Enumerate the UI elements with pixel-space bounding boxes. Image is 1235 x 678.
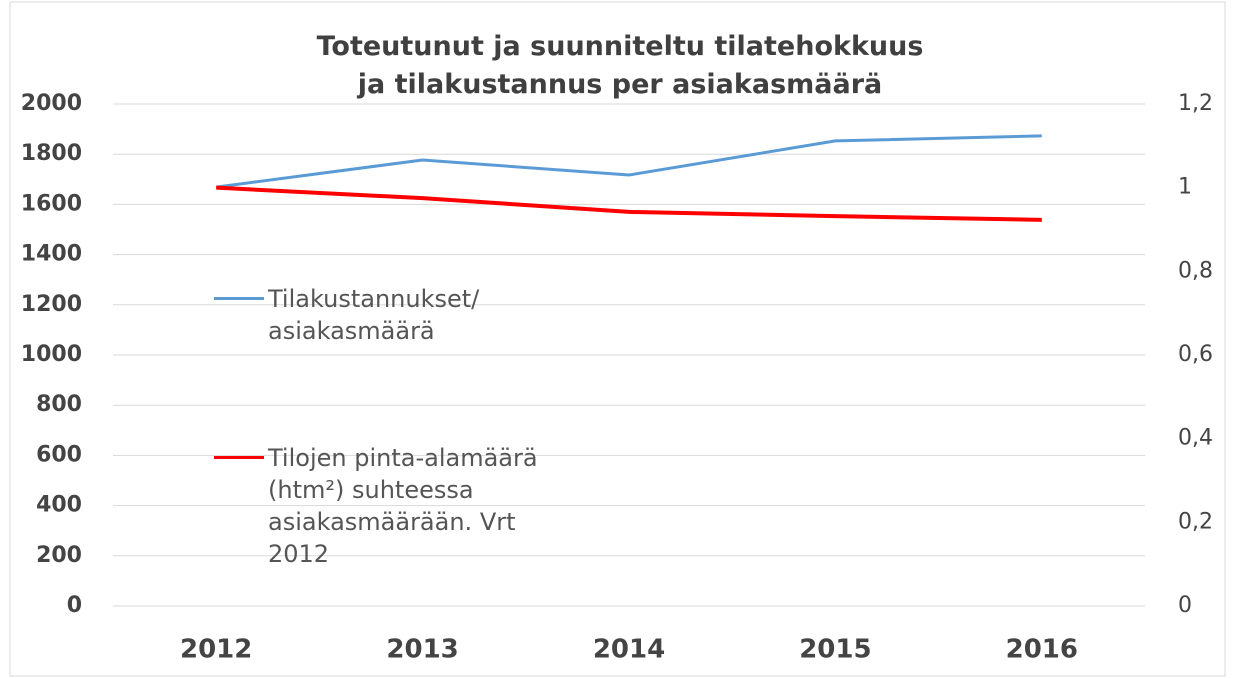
chart-title: Toteutunut ja suunniteltu tilatehokkuus … [316, 31, 924, 100]
y-tick-label: 1800 [21, 141, 82, 166]
y2-tick-label: 0,8 [1178, 258, 1213, 283]
y-tick-label: 1200 [21, 292, 82, 317]
x-tick-label: 2014 [593, 635, 665, 665]
x-tick-label: 2015 [799, 635, 871, 665]
y2-tick-label: 0 [1178, 593, 1192, 618]
legend-swatch [214, 297, 264, 300]
y2-tick-label: 1,2 [1178, 91, 1213, 116]
series-line [216, 185, 1042, 222]
y-tick-label: 200 [36, 543, 82, 568]
x-tick-label: 2016 [1006, 635, 1078, 665]
frame [9, 1, 1226, 677]
y-tick-label: 1600 [21, 191, 82, 216]
y-tick-label: 2000 [21, 91, 82, 116]
legend-label: Tilakustannukset/ asiakasmäärä [268, 285, 480, 345]
y-tick-label: 0 [67, 593, 82, 618]
legend-swatch [214, 456, 264, 459]
y2-tick-label: 0,4 [1178, 426, 1213, 451]
y2-tick-label: 0,2 [1178, 509, 1213, 534]
y-tick-label: 1000 [21, 342, 82, 367]
series-line [216, 134, 1042, 189]
y-tick-label: 1400 [21, 242, 82, 267]
y-tick-label: 400 [36, 493, 82, 518]
y2-tick-label: 1 [1178, 175, 1192, 200]
x-tick-label: 2013 [386, 635, 458, 665]
y2-tick-label: 0,6 [1178, 342, 1213, 367]
y-tick-label: 600 [36, 442, 82, 467]
y-tick-label: 800 [36, 392, 82, 417]
legend-label: Tilojen pinta-alamäärä (htm²) suhteessa … [268, 444, 538, 568]
x-tick-label: 2012 [180, 635, 252, 665]
